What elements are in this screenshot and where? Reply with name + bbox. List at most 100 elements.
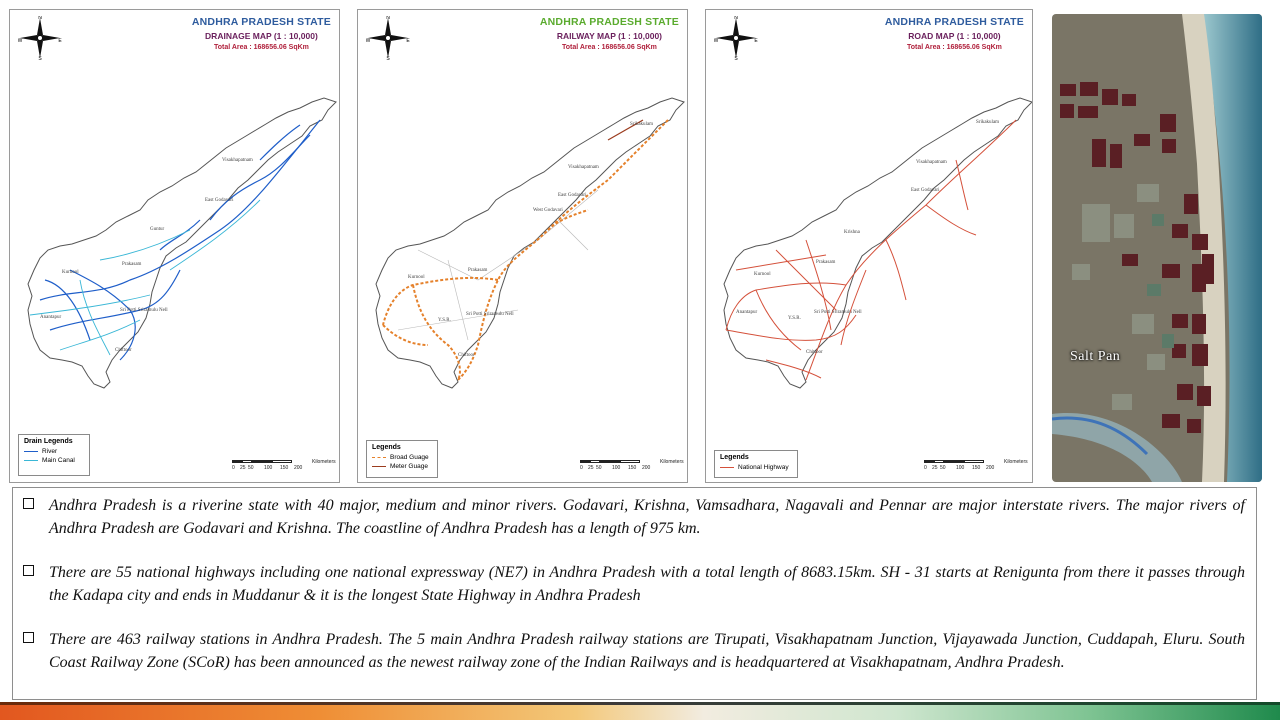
drainage-legend: Drain Legends River Main Canal [18, 434, 90, 476]
drainage-legend-title: Drain Legends [24, 438, 73, 445]
place-nellore: Sri Potti Sriramulu Nell [120, 308, 168, 313]
broad-gauge-swatch [372, 457, 386, 458]
place-east-godavari: East Godavari [911, 188, 940, 193]
legend-label-river: River [42, 448, 58, 455]
railway-map-title: RAILWAY MAP (1 : 10,000) [556, 31, 663, 41]
compass-s: S [386, 56, 390, 60]
compass-s: S [734, 56, 738, 60]
bullet-rivers: Andhra Pradesh is a riverine state with … [23, 494, 1249, 540]
railway-legend: Legends Broad Guage Meter Guage [366, 440, 438, 478]
railway-legend-title: Legends [372, 444, 401, 451]
place-west-godavari: West Godavari [533, 208, 563, 213]
compass-w: W [18, 38, 23, 44]
drainage-map-panel: N W E S ANDHRA PRADESH STATE DRAINAGE MA… [9, 9, 340, 483]
compass-n: N [386, 16, 390, 21]
place-kurnool: Kurnool [408, 275, 425, 280]
road-map-header: ANDHRA PRADESH STATE ROAD MAP (1 : 10,00… [885, 16, 1024, 51]
road-total-area: Total Area : 168656.06 SqKm [906, 44, 1002, 51]
bullet-highways: There are 55 national highways including… [23, 561, 1249, 607]
meter-gauge-swatch [372, 466, 386, 467]
place-anantapur: Anantapur [40, 315, 62, 320]
drainage-map-graphic [27, 97, 337, 389]
railway-total-area: Total Area : 168656.06 SqKm [561, 44, 657, 51]
square-bullet-icon [23, 565, 34, 576]
bullet-railways: There are 463 railway stations in Andhra… [23, 628, 1249, 674]
compass-e: E [754, 38, 758, 44]
compass-n: N [38, 16, 42, 21]
place-east-godavari: East Godavari [205, 198, 234, 203]
drainage-state-title: ANDHRA PRADESH STATE [191, 16, 331, 28]
bullet-text-railways: There are 463 railway stations in Andhra… [49, 631, 1245, 671]
place-kurnool: Kurnool [754, 272, 771, 277]
legend-row-national-highway: National Highway [720, 464, 792, 471]
drainage-map-header: ANDHRA PRADESH STATE DRAINAGE MAP (1 : 1… [192, 16, 331, 51]
road-map-title: ROAD MAP (1 : 10,000) [908, 31, 1001, 41]
compass-n: N [734, 16, 738, 21]
scale-unit: Kilometers [312, 459, 336, 465]
road-map-panel: N W E S ANDHRA PRADESH STATE ROAD MAP (1… [705, 9, 1033, 483]
place-ysr: Y.S.R. [438, 318, 451, 323]
place-chittoor: Chittoor [115, 348, 132, 353]
facts-text-box: Andhra Pradesh is a riverine state with … [12, 487, 1257, 700]
place-prakasam: Prakasam [122, 262, 142, 267]
legend-label-canal: Main Canal [42, 457, 75, 464]
place-anantapur: Anantapur [736, 310, 758, 315]
place-chittoor: Chittoor [806, 350, 823, 355]
compass-e: E [406, 38, 410, 44]
square-bullet-icon [23, 632, 34, 643]
river-swatch [24, 451, 38, 452]
place-visakhapatnam: Visakhapatnam [222, 158, 253, 163]
legend-row-broad-gauge: Broad Guage [372, 454, 432, 461]
legend-row-river: River [24, 448, 84, 455]
railway-state-title: ANDHRA PRADESH STATE [539, 16, 679, 28]
railway-scale-bar: Kilometers 0 25 50 100 150 200 [580, 459, 684, 471]
salt-pan-satellite-image: Salt Pan [1052, 14, 1262, 482]
scale-unit: Kilometers [1004, 459, 1028, 465]
compass-rose-icon: N W E S [366, 16, 410, 60]
compass-e: E [58, 38, 62, 44]
place-nellore: Sri Potti Sriramulu Nell [814, 310, 862, 315]
legend-row-canal: Main Canal [24, 457, 84, 464]
legend-label-meter-gauge: Meter Guage [390, 463, 428, 470]
place-chittoor: Chittoor [458, 353, 475, 358]
road-legend: Legends National Highway [714, 450, 798, 478]
place-east-godavari: East Godavari [558, 193, 587, 198]
road-legend-title: Legends [720, 454, 749, 461]
place-srikakulam: Srikakulam [630, 122, 654, 127]
scale-unit: Kilometers [660, 459, 684, 465]
place-guntur: Guntur [150, 227, 165, 232]
drainage-map-title: DRAINAGE MAP (1 : 10,000) [205, 31, 318, 41]
compass-rose-icon: N W E S [714, 16, 758, 60]
drainage-scale-bar: Kilometers 0 25 50 100 150 200 [232, 459, 336, 471]
railway-map-header: ANDHRA PRADESH STATE RAILWAY MAP (1 : 10… [540, 16, 679, 51]
railway-map-graphic [375, 97, 685, 389]
road-scale-bar: Kilometers 0 25 50 100 150 200 [924, 459, 1028, 471]
place-visakhapatnam: Visakhapatnam [568, 165, 599, 170]
compass-w: W [366, 38, 371, 44]
compass-w: W [714, 38, 719, 44]
place-kurnool: Kurnool [62, 270, 79, 275]
salt-pan-label: Salt Pan [1070, 349, 1121, 364]
place-krishna: Krishna [844, 230, 860, 235]
drainage-total-area: Total Area : 168656.06 SqKm [213, 44, 309, 51]
place-visakhapatnam: Visakhapatnam [916, 160, 947, 165]
compass-s: S [38, 56, 42, 60]
canal-swatch [24, 460, 38, 461]
legend-label-national-highway: National Highway [738, 464, 789, 471]
place-ysr: Y.S.R. [788, 316, 801, 321]
place-srikakulam: Srikakulam [976, 120, 1000, 125]
legend-row-meter-gauge: Meter Guage [372, 463, 432, 470]
legend-label-broad-gauge: Broad Guage [390, 454, 429, 461]
railway-map-panel: N W E S ANDHRA PRADESH STATE RAILWAY MAP… [357, 9, 688, 483]
place-prakasam: Prakasam [816, 260, 836, 265]
footer-gradient-bar [0, 702, 1280, 720]
bullet-text-rivers: Andhra Pradesh is a riverine state with … [49, 497, 1245, 537]
place-nellore: Sri Potti Sriramulu Nell [466, 312, 514, 317]
place-prakasam: Prakasam [468, 268, 488, 273]
square-bullet-icon [23, 498, 34, 509]
compass-rose-icon: N W E S [18, 16, 62, 60]
road-map-graphic [723, 97, 1032, 389]
road-state-title: ANDHRA PRADESH STATE [884, 16, 1024, 28]
bullet-text-highways: There are 55 national highways including… [49, 564, 1245, 604]
satellite-image-graphic [1052, 14, 1262, 482]
